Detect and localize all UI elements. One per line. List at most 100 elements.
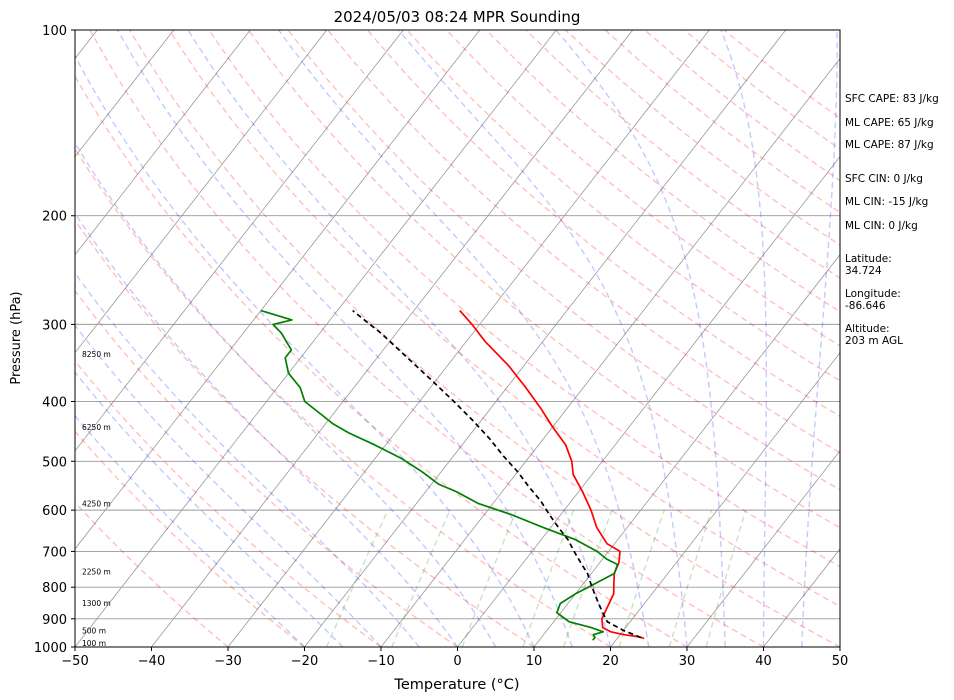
mixing-ratio-line — [522, 509, 575, 647]
isotherm-line — [227, 30, 710, 647]
moist-adiabat-line — [720, 30, 767, 647]
mixing-ratio-line — [461, 509, 518, 647]
height-label: 500 m — [82, 626, 106, 635]
dry-adiabat-line — [525, 30, 840, 279]
dry-adiabat-line — [287, 30, 840, 491]
x-tick-label: −30 — [214, 654, 241, 669]
ml-cin-text-2: ML CIN: 0 J/kg — [845, 220, 918, 232]
dry-adiabat-line — [89, 30, 764, 647]
y-tick-label: 100 — [42, 24, 67, 39]
isotherm-line — [304, 30, 787, 647]
isotherm-line — [533, 254, 840, 647]
y-axis: 100 200 300 400 500 600 700 800 900 1000 — [34, 24, 75, 656]
moist-adiabat-line — [75, 271, 420, 647]
y-tick-label: 300 — [42, 318, 67, 333]
height-label: 100 m — [82, 639, 106, 648]
dry-adiabat-line — [168, 30, 840, 608]
mixing-ratio-line — [562, 509, 613, 647]
moist-adiabat-line — [187, 30, 612, 647]
y-tick-label: 200 — [42, 210, 67, 225]
sounding-series — [260, 309, 645, 641]
x-tick-label: 0 — [453, 654, 461, 669]
latitude-text: Latitude: 34.724 — [845, 253, 892, 277]
moist-adiabat-line — [75, 141, 497, 647]
altitude-text: Altitude: 203 m AGL — [845, 323, 903, 347]
y-tick-label: 1000 — [34, 641, 67, 656]
dry-adiabat-line — [75, 74, 688, 647]
moist-adiabat-line — [801, 30, 838, 647]
moist-adiabat-line — [278, 30, 650, 647]
x-tick-label: 40 — [755, 654, 772, 669]
background-lines — [75, 30, 840, 647]
x-tick-label: 10 — [526, 654, 543, 669]
dry-adiabat-line — [75, 289, 458, 647]
isotherm-line — [75, 30, 404, 452]
x-tick-label: −20 — [291, 654, 318, 669]
y-tick-label: 900 — [42, 613, 67, 628]
isotherm-line — [75, 30, 481, 550]
x-tick-label: −10 — [367, 654, 394, 669]
ml-cape-text-1: ML CAPE: 65 J/kg — [845, 117, 934, 129]
x-tick-label: 30 — [679, 654, 696, 669]
y-tick-label: 600 — [42, 504, 67, 519]
dewpoint-profile-line — [260, 309, 619, 641]
parcel-profile-line — [352, 309, 642, 639]
height-label: 8250 m — [82, 350, 111, 359]
y-tick-label: 400 — [42, 395, 67, 410]
height-label: 6250 m — [82, 423, 111, 432]
mixing-ratio-line — [325, 509, 389, 647]
isotherm-line — [75, 30, 175, 158]
moist-adiabat-line — [397, 30, 688, 647]
dry-adiabat-line — [75, 147, 611, 647]
x-tick-label: 20 — [602, 654, 619, 669]
longitude-text: Longitude: -86.646 — [845, 288, 901, 312]
mixing-ratio-line — [618, 509, 665, 647]
x-tick-label: −50 — [61, 654, 88, 669]
x-tick-label: −40 — [138, 654, 165, 669]
y-axis-label: Pressure (hPa) — [9, 291, 24, 384]
ml-cape-text-2: ML CAPE: 87 J/kg — [845, 139, 934, 151]
mixing-ratio-line — [705, 509, 747, 647]
moist-adiabat-line — [75, 324, 382, 647]
y-tick-label: 800 — [42, 581, 67, 596]
moist-adiabat-line — [75, 54, 535, 647]
moist-adiabat-line — [75, 212, 459, 647]
chart-title: 2024/05/03 08:24 MPR Sounding — [334, 8, 581, 26]
isotherm-line — [151, 30, 634, 647]
dry-adiabat-line — [485, 30, 840, 313]
temperature-profile-line — [459, 310, 645, 640]
x-axis-label: Temperature (°C) — [393, 677, 519, 693]
isotherm-line — [380, 57, 840, 647]
ml-cin-text-1: ML CIN: -15 J/kg — [845, 196, 929, 208]
dry-adiabat-line — [129, 30, 840, 647]
height-label: 4250 m — [82, 499, 111, 508]
x-tick-label: 50 — [832, 654, 849, 669]
isotherm-line — [610, 352, 840, 647]
dry-adiabat-line — [247, 30, 840, 529]
dry-adiabat-line — [75, 359, 382, 647]
sfc-cape-text: SFC CAPE: 83 J/kg — [845, 93, 939, 105]
dry-adiabat-line — [446, 30, 840, 347]
height-labels: 100 m 500 m 1300 m 2250 m 4250 m 6250 m 8250 m — [82, 350, 111, 648]
dry-adiabat-line — [75, 430, 305, 647]
dry-adiabat-line — [208, 30, 840, 568]
y-tick-label: 500 — [42, 455, 67, 470]
moist-adiabat-line — [117, 30, 573, 647]
moist-adiabat-line — [555, 30, 726, 647]
x-axis: −50 −40 −30 −20 −10 0 10 20 30 40 50 — [61, 647, 848, 669]
height-label: 1300 m — [82, 599, 111, 608]
isotherm-line — [75, 30, 251, 256]
mixing-ratio-line — [391, 509, 451, 647]
isotherm-line — [75, 30, 328, 354]
y-tick-label: 700 — [42, 545, 67, 560]
isotherm-line — [75, 30, 557, 647]
isotherm-line — [457, 155, 840, 647]
dry-adiabat-line — [327, 30, 840, 454]
mixing-ratio-line — [668, 509, 713, 647]
sfc-cin-text: SFC CIN: 0 J/kg — [845, 173, 923, 185]
dry-adiabat-line — [75, 218, 535, 647]
moist-adiabat-line — [75, 371, 344, 647]
moist-adiabat-line — [75, 414, 305, 647]
height-label: 2250 m — [82, 568, 111, 577]
